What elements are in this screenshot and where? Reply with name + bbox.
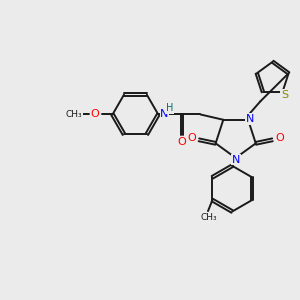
Text: O: O xyxy=(188,133,196,142)
Text: N: N xyxy=(246,114,254,124)
Text: CH₃: CH₃ xyxy=(66,110,82,119)
Text: H: H xyxy=(166,103,173,113)
Text: S: S xyxy=(281,90,288,100)
Text: O: O xyxy=(91,110,99,119)
Text: O: O xyxy=(275,133,284,142)
Text: N: N xyxy=(160,109,169,118)
Text: N: N xyxy=(232,155,240,165)
Text: CH₃: CH₃ xyxy=(201,213,217,222)
Text: O: O xyxy=(178,137,186,147)
